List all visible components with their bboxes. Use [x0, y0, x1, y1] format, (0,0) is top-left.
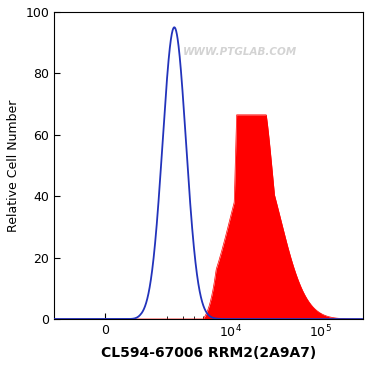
Y-axis label: Relative Cell Number: Relative Cell Number — [7, 99, 20, 232]
Text: WWW.PTGLAB.COM: WWW.PTGLAB.COM — [182, 47, 297, 57]
X-axis label: CL594-67006 RRM2(2A9A7): CL594-67006 RRM2(2A9A7) — [101, 346, 316, 360]
